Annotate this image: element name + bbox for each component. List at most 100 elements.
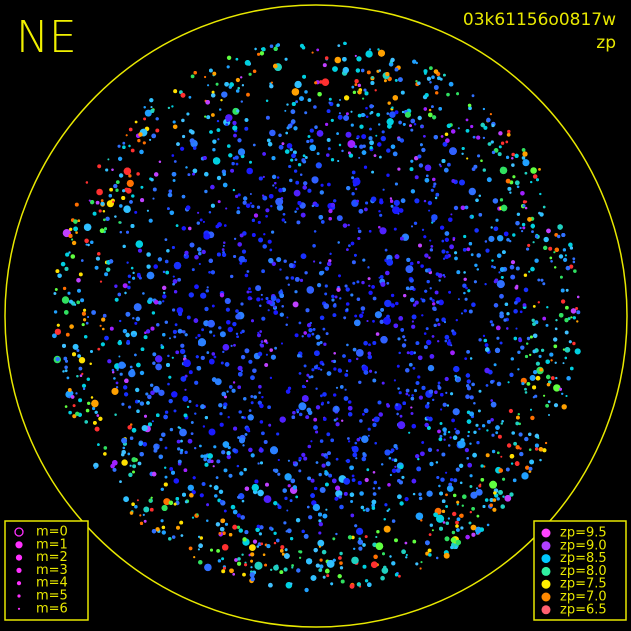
star bbox=[104, 272, 109, 277]
star bbox=[173, 335, 177, 339]
star bbox=[174, 290, 178, 294]
star bbox=[542, 316, 546, 321]
star bbox=[438, 163, 441, 166]
star bbox=[414, 156, 419, 161]
star bbox=[389, 111, 396, 118]
star bbox=[521, 382, 525, 386]
star bbox=[424, 289, 428, 293]
star bbox=[258, 384, 262, 389]
star bbox=[384, 79, 387, 83]
star bbox=[437, 386, 442, 390]
star bbox=[318, 568, 323, 572]
star bbox=[506, 238, 510, 242]
star bbox=[397, 479, 401, 483]
legend-label: m=3 bbox=[36, 563, 68, 578]
star bbox=[223, 468, 228, 473]
star bbox=[140, 347, 145, 352]
star bbox=[162, 270, 166, 274]
star bbox=[227, 446, 231, 450]
star bbox=[233, 343, 236, 347]
star bbox=[164, 410, 169, 414]
star bbox=[504, 495, 512, 502]
star bbox=[378, 123, 381, 126]
star bbox=[362, 412, 365, 416]
star bbox=[132, 333, 136, 338]
star bbox=[333, 393, 337, 397]
star bbox=[146, 264, 151, 269]
star bbox=[216, 128, 221, 132]
star bbox=[405, 368, 410, 373]
star bbox=[429, 248, 433, 252]
star bbox=[528, 432, 532, 436]
star bbox=[223, 241, 226, 244]
star bbox=[467, 289, 471, 293]
star bbox=[358, 208, 364, 214]
star bbox=[482, 107, 485, 111]
star bbox=[263, 440, 268, 444]
star bbox=[369, 146, 373, 150]
star bbox=[341, 419, 344, 422]
star bbox=[433, 512, 438, 518]
star bbox=[570, 366, 574, 371]
star bbox=[318, 472, 322, 477]
star bbox=[143, 519, 147, 523]
star bbox=[323, 303, 330, 309]
star bbox=[466, 157, 469, 160]
star bbox=[363, 88, 367, 92]
star bbox=[88, 199, 91, 202]
star bbox=[324, 284, 328, 288]
star bbox=[197, 548, 200, 551]
star bbox=[491, 265, 494, 268]
star bbox=[365, 106, 368, 110]
star bbox=[199, 536, 203, 540]
star bbox=[167, 354, 170, 358]
star bbox=[495, 218, 499, 222]
star bbox=[491, 150, 496, 155]
star bbox=[564, 318, 569, 323]
star bbox=[235, 89, 240, 93]
star bbox=[378, 225, 381, 229]
star bbox=[158, 160, 162, 163]
star bbox=[211, 304, 215, 308]
star bbox=[414, 198, 420, 204]
star bbox=[67, 388, 72, 392]
star bbox=[244, 563, 248, 567]
star bbox=[117, 340, 123, 346]
star bbox=[100, 199, 104, 202]
star bbox=[386, 314, 390, 319]
star bbox=[514, 153, 519, 158]
star bbox=[478, 194, 481, 197]
star bbox=[367, 351, 372, 356]
star bbox=[478, 213, 483, 217]
star bbox=[527, 243, 531, 247]
star bbox=[282, 488, 287, 493]
star bbox=[269, 44, 274, 48]
star bbox=[426, 339, 432, 345]
star bbox=[131, 194, 135, 198]
star bbox=[564, 254, 567, 257]
magnitude-legend: m=0m=1m=2m=3m=4m=5m=6 bbox=[14, 525, 68, 616]
star bbox=[221, 91, 228, 98]
star bbox=[319, 315, 325, 320]
star bbox=[535, 361, 541, 366]
star bbox=[433, 323, 437, 327]
star bbox=[288, 263, 294, 268]
star bbox=[565, 305, 569, 310]
star bbox=[246, 167, 253, 175]
star bbox=[518, 422, 521, 426]
zp-legend: zp=9.5zp=9.0zp=8.5zp=8.0zp=7.5zp=7.0zp=6… bbox=[541, 526, 607, 617]
star bbox=[326, 153, 330, 157]
star bbox=[221, 391, 227, 397]
star bbox=[480, 122, 485, 128]
star bbox=[558, 254, 564, 259]
star bbox=[155, 355, 163, 363]
star bbox=[130, 368, 135, 374]
star bbox=[488, 235, 495, 242]
star bbox=[130, 266, 134, 270]
star bbox=[395, 403, 399, 407]
star bbox=[156, 413, 160, 418]
star bbox=[102, 313, 107, 318]
star bbox=[131, 502, 135, 507]
star bbox=[465, 394, 470, 400]
